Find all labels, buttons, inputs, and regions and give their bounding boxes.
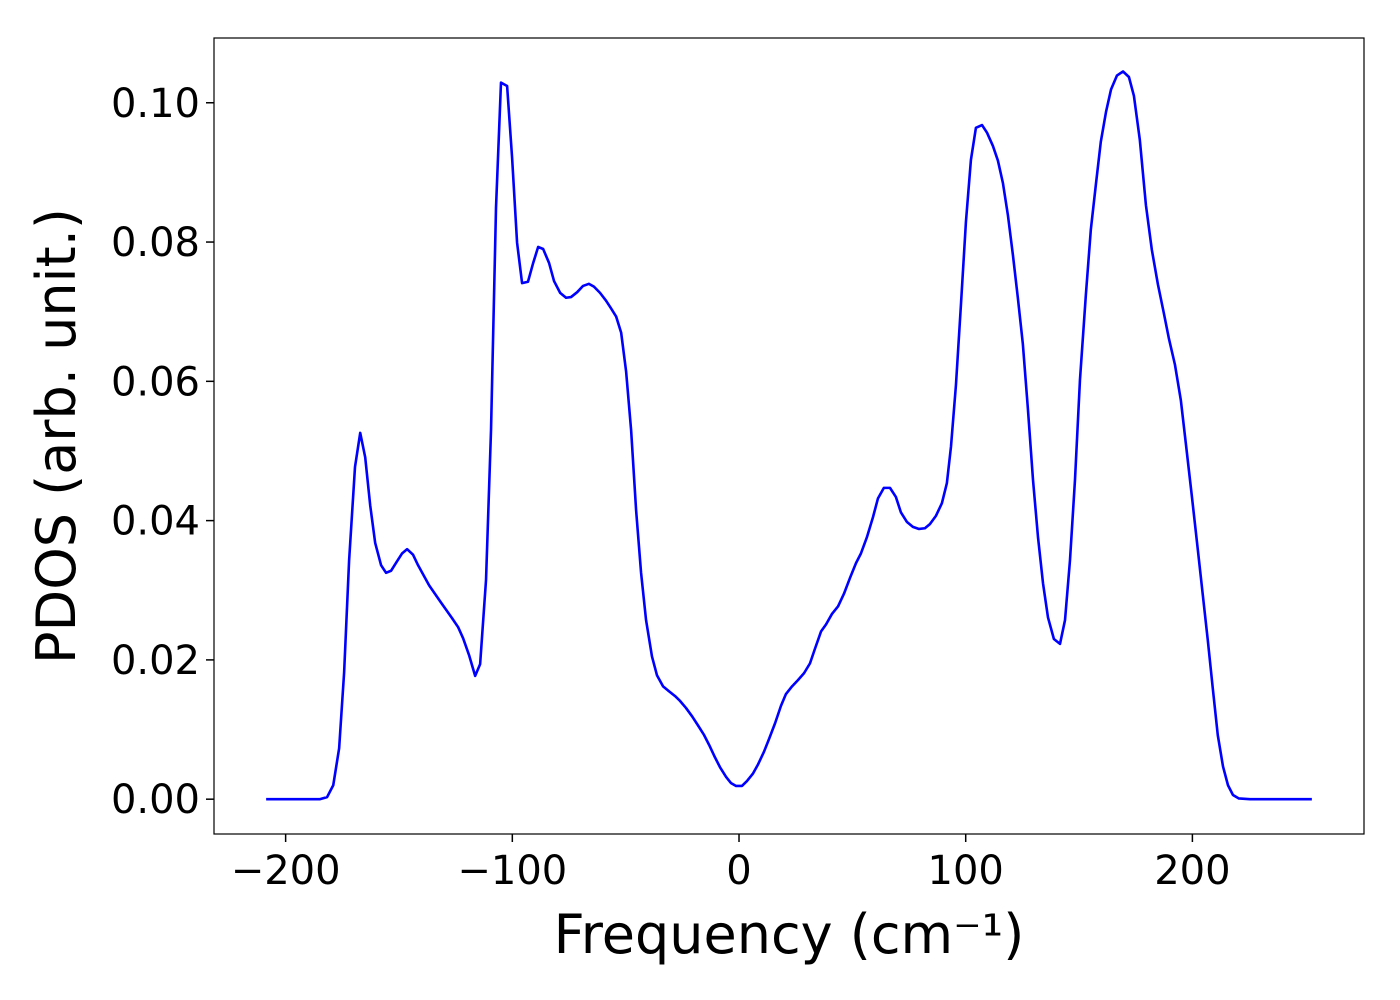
y-axis-label: PDOS (arb. unit.) (25, 208, 88, 664)
x-tick-label: 200 (1154, 848, 1230, 894)
pdos-line (266, 70, 1312, 801)
x-tick-label: 0 (726, 848, 751, 894)
y-tick-label: 0.02 (111, 638, 200, 684)
x-tick-label: 100 (928, 848, 1004, 894)
plot-frame (213, 37, 1365, 835)
y-tick-label: 0.00 (111, 777, 200, 823)
y-tick-label: 0.10 (111, 81, 200, 127)
y-tick-label: 0.08 (111, 220, 200, 266)
y-tick-label: 0.06 (111, 359, 200, 405)
x-tick-label: −200 (231, 848, 341, 894)
x-tick-label: −100 (457, 848, 567, 894)
y-tick-label: 0.04 (111, 499, 200, 545)
x-axis-label: Frequency (cm⁻¹) (554, 903, 1025, 966)
